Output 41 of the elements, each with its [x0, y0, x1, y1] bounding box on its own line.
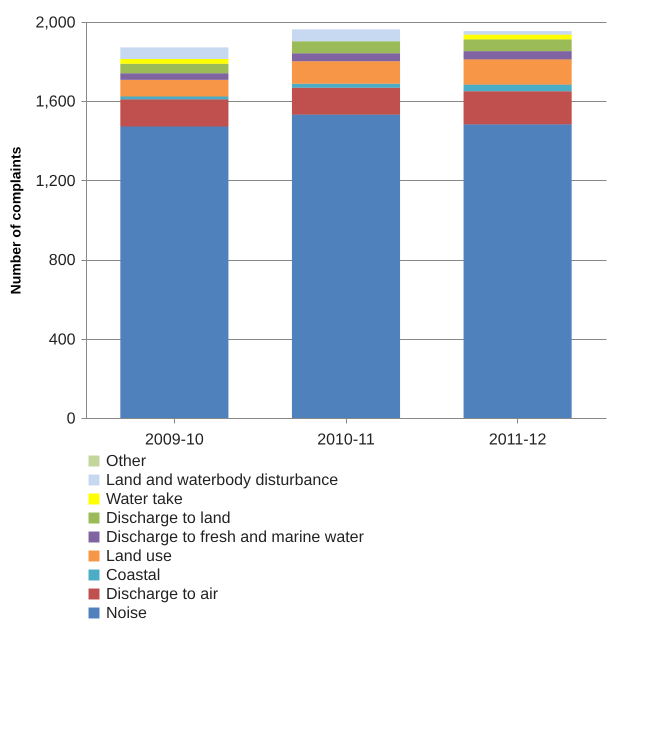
y-tick-label: 2,000 [35, 14, 76, 32]
bar [464, 51, 572, 60]
legend-label: Discharge to land [106, 510, 231, 527]
legend-label: Land use [106, 548, 172, 565]
bar [120, 73, 228, 80]
x-tick-label: 2010-11 [317, 432, 375, 448]
bar [120, 80, 228, 96]
bar [464, 124, 572, 418]
bar [292, 61, 400, 84]
legend-label: Other [106, 453, 147, 470]
bar [464, 31, 572, 35]
bar [120, 64, 228, 74]
bar [464, 34, 572, 40]
bar [120, 99, 228, 127]
bar [292, 114, 400, 418]
legend-label: Land and waterbody disturbance [106, 472, 338, 489]
x-tick-label: 2009-10 [145, 432, 204, 448]
legend-label: Noise [106, 605, 148, 622]
y-tick-label: 400 [48, 331, 76, 348]
legend-label: Discharge to air [106, 586, 219, 603]
bar [120, 126, 228, 418]
y-tick-label: 1,200 [35, 172, 76, 190]
bar [464, 39, 572, 52]
y-tick-label: 1,600 [35, 94, 76, 111]
bar [292, 88, 400, 115]
legend-label: Water take [106, 491, 183, 508]
bar [464, 91, 572, 124]
bar [292, 29, 400, 42]
legend-label: Coastal [106, 567, 160, 584]
bar [292, 53, 400, 62]
x-tick-label: 2011-12 [488, 432, 546, 448]
y-tick-label: 800 [48, 252, 76, 270]
bar [464, 84, 572, 92]
legend-label: Discharge to fresh and marine water [106, 529, 365, 546]
bar [120, 96, 228, 100]
y-axis-title: Number of complaints [7, 146, 24, 294]
bar [292, 41, 400, 54]
y-tick-label: 0 [66, 410, 76, 428]
bar [120, 47, 228, 60]
bar [120, 59, 228, 64]
bar [464, 59, 572, 85]
